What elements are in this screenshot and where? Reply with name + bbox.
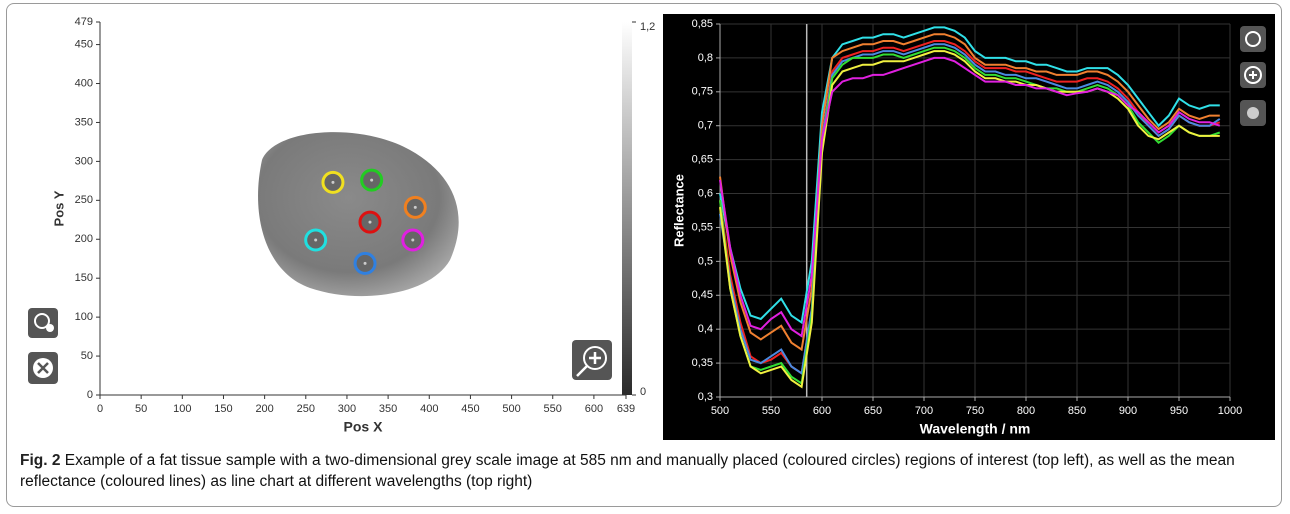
y-tick-label: 0,35 xyxy=(692,357,713,369)
x-tick-label: 850 xyxy=(1068,405,1086,417)
x-tick-label: 950 xyxy=(1170,405,1188,417)
icon xyxy=(1249,71,1257,79)
x-axis-label: Wavelength / nm xyxy=(920,421,1031,437)
figure-frame xyxy=(6,3,1282,507)
x-tick-label: 50 xyxy=(135,403,147,415)
x-tick-label: 500 xyxy=(711,405,729,417)
x-tick-label: 550 xyxy=(544,403,562,415)
roi-center xyxy=(370,178,374,182)
y-axis-label: Pos Y xyxy=(51,190,66,226)
roi-center xyxy=(314,238,318,242)
y-tick-label: 0,3 xyxy=(698,391,713,403)
roi-center xyxy=(368,220,372,224)
caption-label: Fig. 2 xyxy=(20,452,61,469)
y-tick-label: 0,85 xyxy=(692,18,713,30)
pan-button[interactable] xyxy=(1240,26,1266,52)
x-tick-label: 300 xyxy=(338,403,356,415)
tissue-image xyxy=(258,132,459,297)
map-button[interactable] xyxy=(28,308,58,338)
x-tick-label: 400 xyxy=(420,403,438,415)
caption: Fig. 2 Example of a fat tissue sample wi… xyxy=(20,450,1260,492)
y-tick-label: 250 xyxy=(75,194,93,206)
y-tick-label: 100 xyxy=(75,311,93,323)
x-tick-label: 150 xyxy=(214,403,232,415)
y-tick-label: 0,7 xyxy=(698,120,713,132)
x-tick-label: 1000 xyxy=(1218,405,1242,417)
y-tick-label: 0,6 xyxy=(698,187,713,199)
x-tick-label: 600 xyxy=(813,405,831,417)
x-tick-label: 450 xyxy=(461,403,479,415)
x-tick-label: 200 xyxy=(255,403,273,415)
zoom-button[interactable] xyxy=(572,340,612,380)
y-tick-label: 0 xyxy=(87,389,93,401)
caption-text: Example of a fat tissue sample with a tw… xyxy=(20,452,1235,490)
y-tick-label: 0,5 xyxy=(698,255,713,267)
x-axis-label: Pos X xyxy=(344,419,384,435)
y-tick-label: 0,65 xyxy=(692,154,713,166)
x-tick-label: 100 xyxy=(173,403,191,415)
y-axis-label: Reflectance xyxy=(671,174,686,247)
x-tick-label: 639 xyxy=(617,403,635,415)
series-line xyxy=(719,26,1220,325)
roi-center xyxy=(413,205,417,209)
x-tick-label: 500 xyxy=(502,403,520,415)
y-tick-label: 350 xyxy=(75,116,93,128)
y-tick-label: 50 xyxy=(81,350,93,362)
x-tick-label: 700 xyxy=(915,405,933,417)
x-tick-label: 0 xyxy=(97,403,103,415)
series-line xyxy=(719,43,1221,375)
y-tick-label: 450 xyxy=(75,38,93,50)
y-tick-label: 0,75 xyxy=(692,86,713,98)
x-tick-label: 550 xyxy=(762,405,780,417)
x-tick-label: 650 xyxy=(864,405,882,417)
y-tick-label: 479 xyxy=(75,16,93,28)
icon xyxy=(1244,66,1262,84)
x-tick-label: 800 xyxy=(1017,405,1035,417)
roi-center xyxy=(331,180,335,184)
x-tick-label: 750 xyxy=(966,405,984,417)
y-tick-label: 300 xyxy=(75,155,93,167)
icon xyxy=(1245,31,1261,47)
icon xyxy=(1247,107,1259,119)
colorbar-tick-label: 0 xyxy=(640,386,646,398)
roi-center xyxy=(411,238,415,242)
y-tick-label: 150 xyxy=(75,272,93,284)
y-tick-label: 0,4 xyxy=(698,323,713,335)
colorbar-tick-label: 1,2 xyxy=(640,21,655,33)
x-tick-label: 250 xyxy=(297,403,315,415)
y-tick-label: 0,8 xyxy=(698,52,713,64)
series-line xyxy=(719,33,1220,352)
toolbar xyxy=(1240,26,1266,126)
roi-center xyxy=(363,261,367,265)
x-tick-label: 600 xyxy=(585,403,603,415)
y-tick-label: 200 xyxy=(75,233,93,245)
y-tick-label: 0,55 xyxy=(692,221,713,233)
close-button[interactable] xyxy=(28,352,58,384)
y-tick-label: 400 xyxy=(75,77,93,89)
colorbar xyxy=(622,22,632,395)
series-line xyxy=(719,50,1220,389)
series-line xyxy=(719,56,1221,338)
x-tick-label: 350 xyxy=(379,403,397,415)
x-tick-label: 900 xyxy=(1119,405,1137,417)
y-tick-label: 0,45 xyxy=(692,289,713,301)
